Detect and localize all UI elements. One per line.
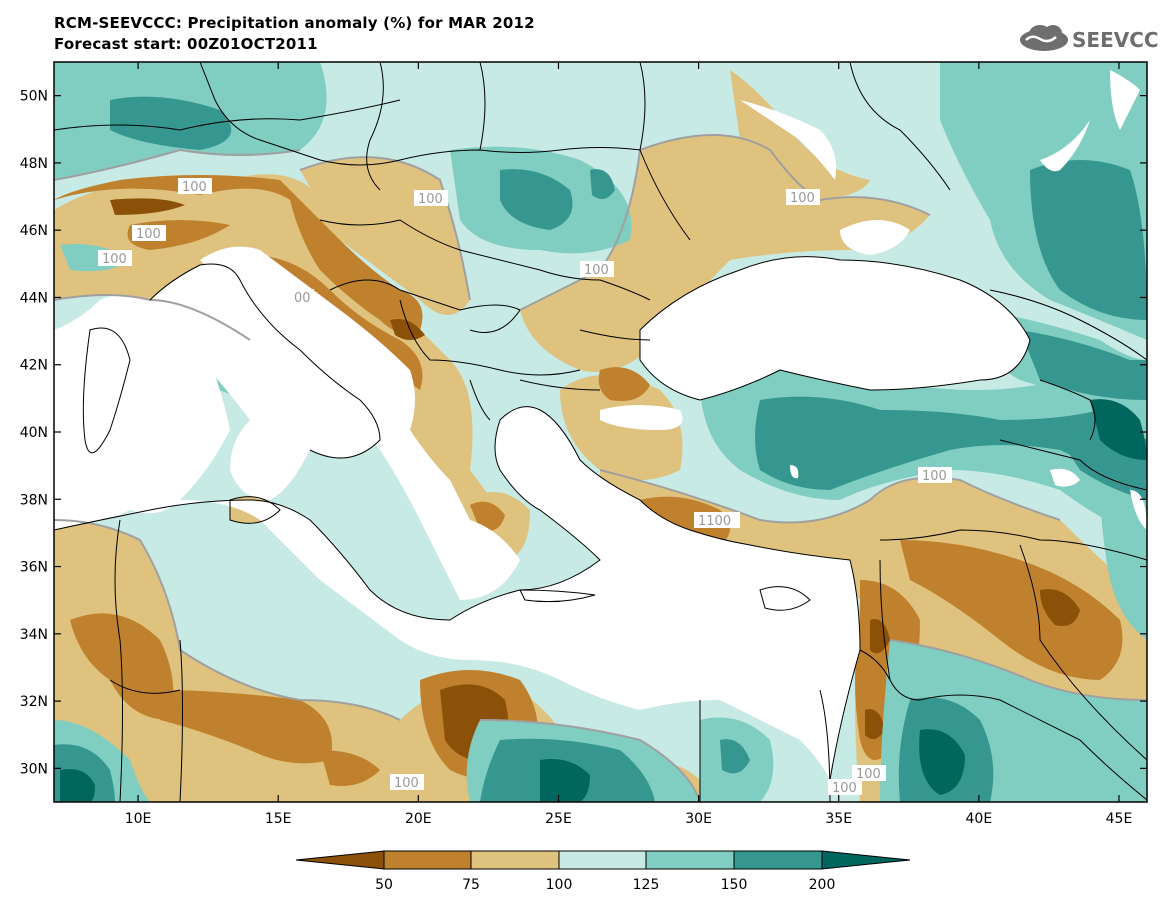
contour-label: 100 bbox=[182, 180, 207, 195]
contour-label: 100 bbox=[856, 767, 881, 782]
lon-tick-label: 45E bbox=[1106, 811, 1133, 827]
colorbar-label: 200 bbox=[809, 877, 836, 893]
contour-label: 00 bbox=[294, 291, 311, 306]
lon-tick-label: 15E bbox=[265, 811, 292, 827]
lon-tick-label: 25E bbox=[545, 811, 572, 827]
contour-label: 100 bbox=[922, 469, 947, 484]
contour-label: 100 bbox=[418, 192, 443, 207]
contour-label: 100 bbox=[790, 191, 815, 206]
lat-tick-label: 46N bbox=[20, 223, 48, 239]
contour-label-group: 100 100 100 100 100 100 00 100 1100 100 … bbox=[98, 178, 952, 796]
contour-label: 100 bbox=[394, 776, 419, 791]
lat-tick-label: 42N bbox=[20, 358, 48, 374]
lat-tick-label: 44N bbox=[20, 290, 48, 306]
lon-tick-label: 35E bbox=[825, 811, 852, 827]
lon-tick-label: 40E bbox=[966, 811, 993, 827]
lat-tick-label: 48N bbox=[20, 156, 48, 172]
logo-text: SEEVCCC bbox=[1072, 28, 1158, 52]
contour-label: 100 bbox=[136, 227, 161, 242]
lat-tick-label: 40N bbox=[20, 425, 48, 441]
lat-tick-label: 30N bbox=[20, 761, 48, 777]
colorbar: 50 75 100 125 150 200 bbox=[295, 850, 911, 893]
colorbar-50-75 bbox=[383, 850, 472, 870]
colorbar-label: 100 bbox=[546, 877, 573, 893]
longitude-axis: 10E 15E 20E 25E 30E 35E 40E 45E bbox=[125, 62, 1133, 827]
lat-tick-label: 38N bbox=[20, 492, 48, 508]
colorbar-label: 150 bbox=[721, 877, 748, 893]
contour-label: 100 bbox=[832, 781, 857, 796]
lat-tick-label: 50N bbox=[20, 89, 48, 105]
latitude-axis: 30N 32N 34N 36N 38N 40N 42N 44N 46N 48N 50N bbox=[20, 89, 1147, 777]
lat-tick-label: 34N bbox=[20, 627, 48, 643]
seevccc-logo: SEEVCCC bbox=[1020, 25, 1158, 52]
coastlines bbox=[54, 256, 1031, 781]
colorbar-gt200 bbox=[821, 850, 911, 870]
contour-label: 1100 bbox=[698, 514, 731, 529]
colorbar-label: 50 bbox=[375, 877, 393, 893]
lon-tick-label: 10E bbox=[125, 811, 152, 827]
lon-tick-label: 20E bbox=[405, 811, 432, 827]
forecast-start: Forecast start: 00Z01OCT2011 bbox=[54, 35, 318, 53]
cloud-icon bbox=[1020, 25, 1068, 51]
very-wet-anomaly-areas bbox=[54, 96, 1147, 802]
contour-label: 100 bbox=[584, 263, 609, 278]
colorbar-label: 75 bbox=[462, 877, 480, 893]
colorbar-label: 125 bbox=[633, 877, 660, 893]
colorbar-100-125 bbox=[558, 850, 647, 870]
lat-tick-label: 32N bbox=[20, 694, 48, 710]
colorbar-75-100 bbox=[470, 850, 560, 870]
extreme-wet-anomaly-areas bbox=[60, 399, 1147, 802]
sea-mask bbox=[54, 70, 1147, 780]
colorbar-lt50 bbox=[295, 850, 385, 870]
lon-tick-label: 30E bbox=[685, 811, 712, 827]
map-title: RCM-SEEVCCC: Precipitation anomaly (%) f… bbox=[54, 14, 535, 32]
colorbar-125-150 bbox=[645, 850, 735, 870]
lat-tick-label: 36N bbox=[20, 560, 48, 576]
contour-label: 100 bbox=[102, 252, 127, 267]
colorbar-150-200 bbox=[733, 850, 823, 870]
